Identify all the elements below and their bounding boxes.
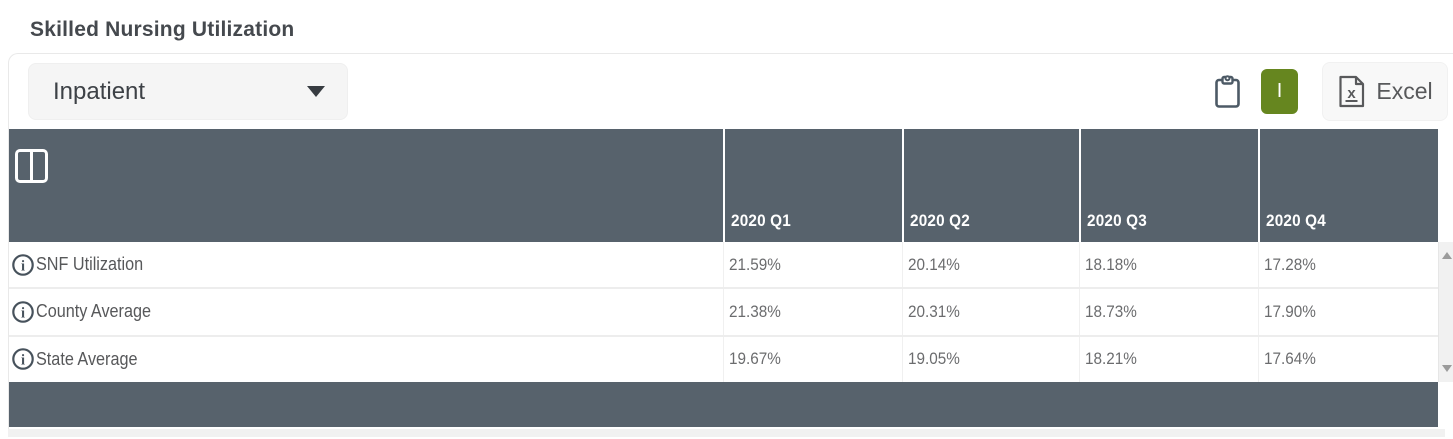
svg-text:x: x (1348, 85, 1357, 102)
row-label-cell: i State Average (9, 337, 723, 382)
value-cell: 18.73% (1079, 289, 1258, 335)
scroll-down-icon[interactable] (1442, 365, 1452, 372)
vertical-scrollbar[interactable] (1438, 242, 1453, 382)
table-body: i SNF Utilization 21.59% 20.14% 18.18% 1… (9, 242, 1453, 382)
table-row: i SNF Utilization 21.59% 20.14% 18.18% 1… (9, 242, 1438, 290)
row-label: SNF Utilization (36, 254, 144, 275)
report-panel: Inpatient I x (8, 53, 1453, 437)
svg-text:i: i (21, 353, 25, 369)
value-cell: 20.14% (902, 242, 1079, 288)
header-label-cell (9, 129, 723, 242)
horizontal-scrollbar[interactable] (8, 429, 1445, 437)
info-button[interactable]: I (1261, 69, 1298, 114)
info-circle-icon[interactable]: i (11, 300, 35, 324)
column-header-q4: 2020 Q4 (1258, 129, 1438, 242)
excel-file-icon: x (1339, 75, 1365, 108)
toolbar-actions: I x Excel (1212, 62, 1448, 121)
row-label-cell: i SNF Utilization (9, 242, 723, 287)
value-cell: 21.59% (723, 242, 902, 288)
category-dropdown[interactable]: Inpatient (28, 63, 348, 120)
row-label-cell: i County Average (9, 289, 723, 334)
table-footer (9, 382, 1438, 427)
value-cell: 19.05% (902, 336, 1079, 382)
table-row: i County Average 21.38% 20.31% 18.73% 17… (9, 289, 1438, 337)
clipboard-icon (1214, 74, 1240, 108)
info-circle-icon[interactable]: i (11, 347, 35, 371)
copy-to-clipboard-button[interactable] (1212, 74, 1242, 110)
column-header-q3: 2020 Q3 (1079, 129, 1258, 242)
value-cell: 17.28% (1258, 242, 1438, 288)
svg-text:i: i (21, 305, 25, 321)
excel-button-label: Excel (1376, 78, 1433, 104)
columns-icon[interactable] (15, 149, 48, 183)
value-cell: 18.21% (1079, 336, 1258, 382)
value-cell: 20.31% (902, 289, 1079, 335)
value-cell: 19.67% (723, 336, 902, 382)
value-cell: 17.64% (1258, 336, 1438, 382)
svg-text:i: i (21, 258, 25, 274)
page-title: Skilled Nursing Utilization (30, 18, 295, 41)
chevron-down-icon (307, 86, 325, 97)
table-row: i State Average 19.67% 19.05% 18.21% 17.… (9, 336, 1438, 382)
value-cell: 21.38% (723, 289, 902, 335)
excel-export-button[interactable]: x Excel (1322, 62, 1448, 121)
row-label: State Average (36, 348, 138, 369)
value-cell: 17.90% (1258, 289, 1438, 335)
column-header-q1: 2020 Q1 (723, 129, 902, 242)
table-header: 2020 Q1 2020 Q2 2020 Q3 2020 Q4 (9, 129, 1438, 242)
column-header-q2: 2020 Q2 (902, 129, 1079, 242)
utilization-table: 2020 Q1 2020 Q2 2020 Q3 2020 Q4 i SNF Ut… (9, 129, 1453, 427)
info-circle-icon[interactable]: i (11, 253, 35, 277)
scroll-up-icon[interactable] (1442, 252, 1452, 259)
row-label: County Average (36, 301, 151, 322)
toolbar: Inpatient I x (9, 54, 1453, 129)
category-dropdown-value: Inpatient (53, 77, 146, 105)
value-cell: 18.18% (1079, 242, 1258, 288)
